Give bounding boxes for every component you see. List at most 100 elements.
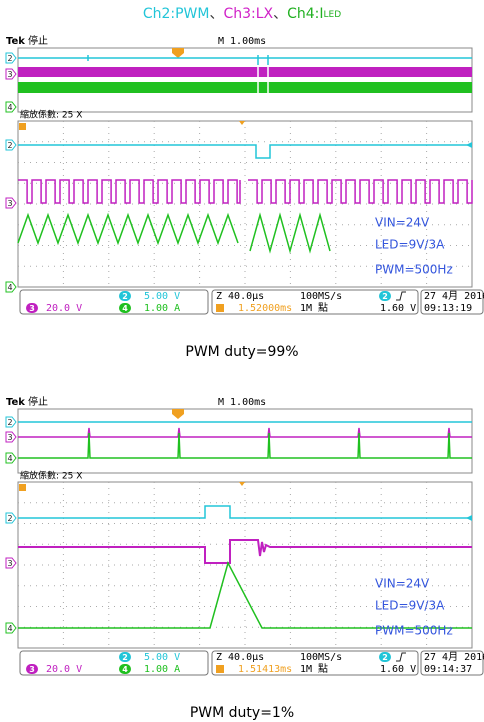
ch2-badge-bg xyxy=(119,291,131,301)
right-level-marker xyxy=(466,142,472,148)
ch2-wave xyxy=(18,505,472,519)
record-length: 1M 點 xyxy=(300,662,328,675)
header-part: 、 xyxy=(209,6,223,22)
ch3-badge-bg xyxy=(26,303,38,313)
date: 27 4月 2016 xyxy=(424,651,484,663)
ch4-badge: 4 xyxy=(122,304,128,313)
ch2-badge-bg xyxy=(119,652,131,662)
header-part: Ch4:I xyxy=(287,6,323,22)
ch4-wave xyxy=(18,560,472,629)
header-part: 、 xyxy=(273,6,287,22)
date: 27 4月 2016 xyxy=(424,290,484,302)
scope-panel: Tek 停止 M 1.00ms 2 3 4 縮放係數: 25 X 2 3 4 VIN=24V LED=… xyxy=(5,395,484,721)
run-status: 停止 xyxy=(28,34,48,47)
sample-rate: 100MS/s xyxy=(300,291,342,302)
annotation: LED=9V/3A xyxy=(375,238,445,252)
trigger-edge xyxy=(396,291,406,301)
trigger-position xyxy=(239,121,245,125)
ch2-badge: 2 xyxy=(122,653,128,662)
ch4-wave xyxy=(17,212,331,254)
overview-marker-shape xyxy=(5,452,17,464)
trigger-icon xyxy=(216,304,224,312)
header-part: Ch2:PWM xyxy=(143,6,210,22)
zoom-marker-shape xyxy=(5,557,17,569)
trigger-position xyxy=(239,482,245,486)
run-status: 停止 xyxy=(28,395,48,408)
ch2-scale: 5.00 V xyxy=(144,652,180,663)
overview-marker-shape xyxy=(5,101,17,113)
caption: PWM duty=99% xyxy=(185,344,298,360)
zoom-marker: 2 xyxy=(7,514,12,523)
ch3-wave xyxy=(18,179,473,204)
status-box xyxy=(19,289,209,315)
timebase: M 1.00ms xyxy=(218,397,266,408)
zoom-marker-shape xyxy=(5,281,17,293)
zoom-marker: 2 xyxy=(7,141,12,150)
ch3-badge: 3 xyxy=(29,665,35,674)
status-box xyxy=(211,650,419,676)
overview-marker-shape xyxy=(5,52,17,64)
trigger-marker xyxy=(172,48,184,58)
status-box xyxy=(420,289,484,315)
overview-marker: 3 xyxy=(7,433,12,442)
header: Ch2:PWM、Ch3:LX、Ch4:ILED xyxy=(143,6,341,22)
status-box xyxy=(420,650,484,676)
overview-glitch xyxy=(257,67,269,93)
time: 09:13:19 xyxy=(424,303,472,314)
ch2-wave xyxy=(18,144,472,159)
zoom-label: 縮放係數: 25 X xyxy=(20,109,82,121)
scope-panel: Tek 停止 M 1.00ms 2 3 4 縮放係數: 25 X 2 3 4 VIN=24V LED=… xyxy=(5,34,484,360)
ch3-wave xyxy=(18,539,472,564)
caption: PWM duty=1% xyxy=(190,705,294,721)
overview-marker-shape xyxy=(5,416,17,428)
overview-frame xyxy=(17,47,473,113)
ch4-badge-bg xyxy=(119,664,131,674)
ch4-overview xyxy=(18,82,472,93)
header-part: LED xyxy=(324,10,342,20)
overview-frame xyxy=(17,408,473,474)
zoom-marker: 4 xyxy=(7,283,12,292)
ch2-overview xyxy=(18,55,472,65)
annotation: PWM=500Hz xyxy=(375,263,453,277)
annotation: LED=9V/3A xyxy=(375,599,445,613)
zoom-marker-shape xyxy=(5,197,17,209)
overview-marker: 2 xyxy=(7,54,12,63)
ch4-scale: 1.00 A xyxy=(144,664,180,675)
ch2-scale: 5.00 V xyxy=(144,291,180,302)
trigger-level: 1.60 V xyxy=(380,664,416,675)
time: 09:14:37 xyxy=(424,664,472,675)
header-part: Ch3:LX xyxy=(223,6,273,22)
ch3-scale: 20.0 V xyxy=(46,664,82,675)
brand: Tek xyxy=(6,36,25,47)
zoom-trigger-marker xyxy=(19,484,26,491)
position: 1.52000ms xyxy=(238,303,292,314)
overview-marker: 4 xyxy=(7,103,12,112)
trigger-level: 1.60 V xyxy=(380,303,416,314)
trigger-edge xyxy=(396,652,406,662)
record-length: 1M 點 xyxy=(300,301,328,314)
zoom-marker: 3 xyxy=(7,199,12,208)
ch4-overview xyxy=(18,432,472,459)
trigger-channel: 2 xyxy=(382,653,388,662)
ch3-scale: 20.0 V xyxy=(46,303,82,314)
annotation: PWM=500Hz xyxy=(375,624,453,638)
trigger-channel-bg xyxy=(379,652,391,662)
overview-marker: 4 xyxy=(7,454,12,463)
overview-marker: 3 xyxy=(7,70,12,79)
ch3-badge-bg xyxy=(26,664,38,674)
annotation: VIN=24V xyxy=(375,216,430,230)
ch4-scale: 1.00 A xyxy=(144,303,180,314)
zoom-marker: 4 xyxy=(7,624,12,633)
timebase: M 1.00ms xyxy=(218,36,266,47)
zoom-marker-shape xyxy=(5,512,17,524)
status-box xyxy=(19,650,209,676)
zoom-time: Z 40.0µs xyxy=(216,291,264,302)
ch4-badge-bg xyxy=(119,303,131,313)
right-level-marker xyxy=(466,515,472,521)
zoom-marker-shape xyxy=(5,139,17,151)
status-box xyxy=(211,289,419,315)
ch3-badge: 3 xyxy=(29,304,35,313)
trigger-icon xyxy=(216,665,224,673)
ch4-badge: 4 xyxy=(122,665,128,674)
